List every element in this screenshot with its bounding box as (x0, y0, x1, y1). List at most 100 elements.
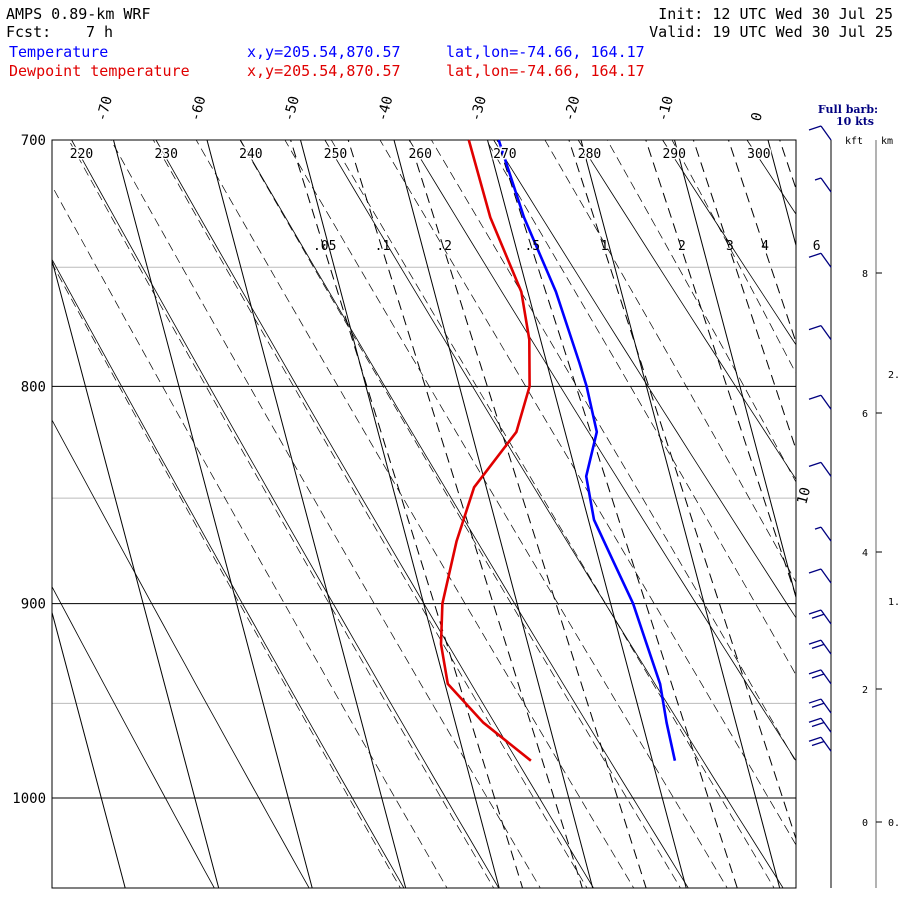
isotherm-label: -40 (374, 94, 396, 123)
plot-frame (51, 139, 797, 889)
isotherm (113, 140, 313, 888)
wind-barb-flag (808, 461, 822, 467)
wind-barb (808, 125, 832, 141)
mixing-ratio-line (645, 140, 796, 598)
wind-barb-half (814, 177, 822, 181)
theta-label: 240 (239, 147, 262, 162)
pressure-label: 1000 (12, 791, 46, 807)
isotherm (300, 140, 500, 888)
isotherm-label: 0 (748, 111, 766, 123)
model-title: AMPS 0.89-km WRF (6, 5, 151, 23)
dry-adiabat (155, 140, 594, 888)
forecast-hours: 7 h (86, 23, 113, 41)
wind-barb-shaft (820, 698, 832, 714)
wind-barb-flag (808, 394, 822, 400)
wind-barb-shaft (820, 639, 832, 655)
wind-barb-shaft (820, 669, 832, 685)
moist-adiabat (52, 185, 448, 888)
pressure-label: 700 (21, 133, 46, 149)
wind-barb-flag (811, 673, 825, 679)
mixing-ratio-line (568, 140, 796, 841)
moist-adiabat (330, 140, 775, 888)
mixing-ratio-label: .1 (375, 239, 391, 254)
dry-adiabat (662, 140, 796, 346)
mixing-ratio-line (290, 140, 524, 888)
moist-adiabat (52, 262, 401, 888)
km-label: 0. (888, 818, 900, 829)
mixing-ratio-label: 3 (726, 239, 734, 254)
isotherm-label: -30 (468, 94, 490, 123)
km-label: 2. (888, 370, 900, 381)
isotherm-label: -20 (561, 94, 583, 123)
dry-adiabat (408, 140, 796, 762)
dry-adiabat (71, 140, 500, 888)
dewpoint-latlon: lat,lon=-74.66, 164.17 (446, 62, 645, 80)
kft-label: 4 (862, 548, 868, 559)
moist-adiabat (239, 140, 681, 888)
plot-area-grid (0, 140, 900, 888)
km-label: 1. (888, 597, 900, 608)
wind-barb (808, 717, 832, 733)
wind-barb-flag (811, 613, 825, 619)
wind-barb-flag (808, 252, 822, 258)
km-units: km (881, 136, 893, 147)
mixing-ratio-label: 2 (678, 239, 686, 254)
isotherm (0, 140, 32, 888)
moist-adiabat (379, 140, 796, 846)
wind-barb-shaft (820, 252, 832, 268)
wind-barb-flag (808, 639, 822, 645)
moist-adiabat (152, 140, 588, 888)
wind-barb (808, 394, 832, 410)
wind-barb-shaft (820, 609, 832, 625)
theta-label: 290 (662, 147, 685, 162)
mixing-ratio-line (496, 140, 738, 888)
dewpoint-legend: Dewpoint temperature (9, 62, 190, 80)
isotherm-label: -50 (281, 94, 303, 123)
theta-label: 230 (154, 147, 177, 162)
mixing-ratio-line (408, 140, 647, 888)
theta-label: 280 (578, 147, 601, 162)
moist-adiabat (606, 140, 796, 483)
wind-barb-flag (808, 698, 822, 704)
moist-adiabat (195, 140, 635, 888)
wind-barb-flag (808, 669, 822, 675)
isotherm-label: -60 (187, 94, 209, 123)
init-time: Init: 12 UTC Wed 30 Jul 25 (658, 5, 893, 23)
wind-barb (808, 252, 832, 268)
moist-adiabat (68, 140, 495, 888)
valid-time: Valid: 19 UTC Wed 30 Jul 25 (649, 23, 893, 41)
dry-adiabat (324, 140, 784, 888)
theta-label: 270 (493, 147, 516, 162)
kft-label: 6 (862, 409, 868, 420)
isotherm (487, 140, 687, 888)
moist-adiabat (671, 140, 796, 375)
isotherm (206, 140, 407, 888)
mixing-ratio-label: 6 (813, 239, 821, 254)
kft-label: 2 (862, 685, 868, 696)
dewpoint-profile (439, 139, 532, 762)
isotherm-label: -10 (655, 94, 677, 123)
mixing-ratio-label: .2 (436, 239, 452, 254)
wind-barb-flag (808, 325, 822, 331)
wind-barb (808, 698, 832, 714)
pressure-label: 800 (21, 379, 46, 395)
wind-barb (814, 177, 832, 193)
temperature-legend: Temperature (9, 43, 108, 61)
moist-adiabat (430, 140, 796, 763)
kft-label: 0 (862, 818, 868, 829)
temperature-latlon: lat,lon=-74.66, 164.17 (446, 43, 645, 61)
wind-barb (808, 568, 832, 584)
wind-barb-shaft (820, 125, 832, 141)
wind-barb-flag (808, 609, 822, 615)
isotherm (52, 258, 220, 888)
wind-barb-shaft (820, 394, 832, 410)
moist-adiabat (110, 140, 541, 888)
wind-barb-flag (811, 643, 825, 649)
barb-legend-line1: Full barb: (818, 103, 878, 116)
isotherm (862, 140, 900, 888)
isotherm (674, 140, 796, 600)
wind-barb-flag (811, 702, 825, 708)
moist-adiabat (284, 140, 728, 888)
wind-barb (808, 609, 832, 625)
